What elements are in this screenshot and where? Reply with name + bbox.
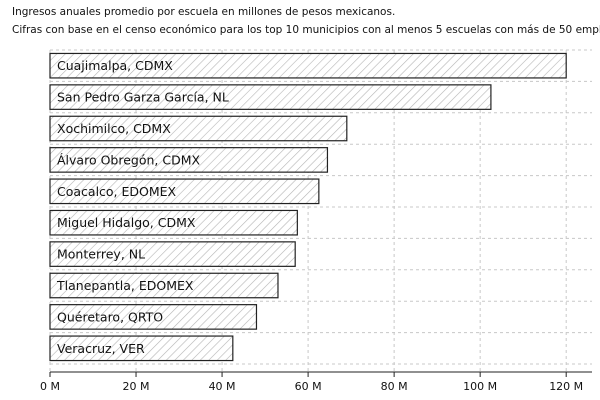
category-label: Veracruz, VER [57, 341, 145, 356]
bar [49, 178, 320, 205]
bar [49, 147, 329, 173]
x-tick-label: 80 M [381, 380, 408, 393]
x-tick-label: 0 M [40, 380, 60, 393]
category-label: Coacalco, EDOMEX [57, 184, 177, 199]
x-tick-label: 40 M [209, 380, 236, 393]
category-label: Monterrey, NL [57, 247, 145, 262]
category-label: San Pedro Garza García, NL [57, 90, 229, 105]
chart-title: Ingresos anuales promedio por escuela en… [12, 6, 395, 18]
grid: 0 M 20 M 40 M 60 M 80 M 100 M 120 M [40, 49, 592, 393]
x-tick-label: 120 M [549, 380, 583, 393]
category-label: Miguel Hidalgo, CDMX [57, 215, 196, 230]
bars: Cuajimalpa, CDMX San Pedro Garza García, … [49, 52, 567, 362]
bar [49, 84, 492, 110]
bar [49, 52, 567, 79]
bar [49, 335, 234, 362]
bar [49, 304, 258, 330]
x-tick-label: 100 M [463, 380, 497, 393]
chart-subtitle: Cifras con base en el censo económico pa… [12, 24, 600, 36]
category-label: Cuajimalpa, CDMX [57, 58, 173, 73]
x-tick-label: 20 M [123, 380, 150, 393]
category-label: Quéretaro, QRTO [57, 309, 163, 324]
category-label: Xochimilco, CDMX [57, 121, 171, 136]
category-label: Álvaro Obregón, CDMX [57, 152, 200, 167]
bar [49, 115, 348, 142]
bar [49, 241, 296, 267]
category-label: Tlanepantla, EDOMEX [56, 278, 194, 293]
x-tick-label: 60 M [295, 380, 322, 393]
bar [49, 209, 298, 236]
bar [49, 272, 279, 299]
